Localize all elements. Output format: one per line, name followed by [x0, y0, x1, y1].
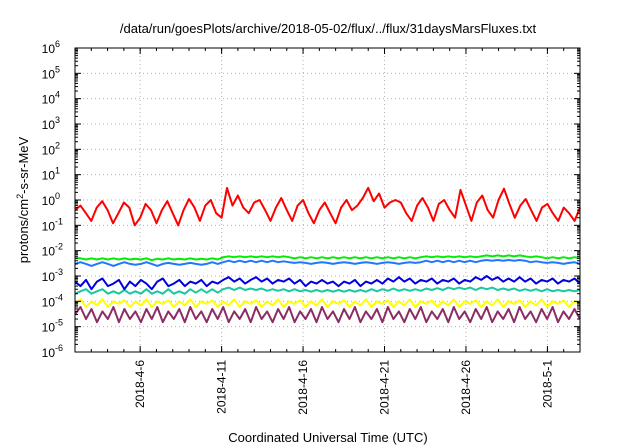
y-tick-exponent: 0 [55, 191, 60, 201]
series-group [74, 186, 581, 324]
y-tick-label: 10 [42, 42, 56, 56]
series-line-3 [74, 259, 581, 267]
series-line-7 [74, 306, 581, 324]
y-tick-exponent: 6 [55, 39, 60, 49]
y-tick-exponent: -2 [55, 242, 63, 252]
y-tick-exponent: 5 [55, 64, 60, 74]
y-tick-exponent: 1 [55, 166, 60, 176]
y-tick-label: 10 [42, 321, 56, 335]
y-tick-exponent: -1 [55, 216, 63, 226]
y-tick-label: 10 [42, 346, 56, 360]
x-axis: 2018-4-6 2018-4-11 2018-4-16 2018-4-21 2018-… [90, 48, 565, 415]
y-tick-exponent: -3 [55, 267, 63, 277]
y-tick-exponent: 4 [55, 90, 60, 100]
x-tick-label: 2018-4-6 [133, 360, 147, 408]
y-tick-exponent: 3 [55, 115, 60, 125]
y-axis: 10 -610 -510 -410 -310 -210 -110 010 110 210 310 41… [42, 39, 580, 360]
y-tick-label: 10 [42, 219, 56, 233]
y-tick-label: 10 [42, 194, 56, 208]
y-tick-label: 10 [42, 169, 56, 183]
y-tick-label: 10 [42, 270, 56, 284]
series-line-2 [75, 254, 581, 262]
x-axis-label: Coordinated Universal Time (UTC) [228, 430, 427, 445]
grid [75, 48, 580, 352]
y-tick-label: 10 [42, 118, 56, 132]
series-line-1 [74, 186, 581, 227]
y-axis-label: protons/cm2-s-sr-MeV [15, 136, 31, 263]
series-line-5 [74, 286, 581, 295]
y-tick-label: 10 [42, 143, 56, 157]
y-tick-exponent: -4 [55, 292, 63, 302]
y-tick-exponent: -6 [55, 343, 63, 353]
x-tick-label: 2018-4-21 [378, 360, 392, 415]
y-tick-exponent: 2 [55, 140, 60, 150]
x-tick-label: 2018-5-1 [540, 360, 554, 408]
y-tick-label: 10 [42, 295, 56, 309]
x-tick-label: 2018-4-16 [296, 360, 310, 415]
series-line-4 [74, 275, 581, 291]
series-line-6 [74, 298, 581, 308]
y-tick-exponent: -5 [55, 318, 63, 328]
y-tick-label: 10 [42, 67, 56, 81]
y-tick-label: 10 [42, 245, 56, 259]
chart-title: /data/run/goesPlots/archive/2018-05-02/f… [120, 21, 537, 36]
y-tick-label: 10 [42, 93, 56, 107]
x-tick-label: 2018-4-26 [459, 360, 473, 415]
x-tick-label: 2018-4-11 [215, 360, 229, 414]
